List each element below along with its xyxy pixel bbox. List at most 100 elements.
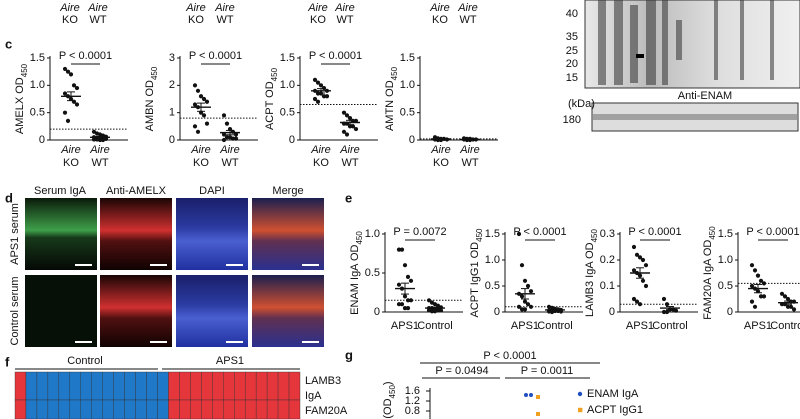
data-point [643, 263, 649, 268]
y-axis-label: AMTN OD450 [384, 66, 399, 131]
data-point [516, 231, 522, 237]
y-tick-label: 1.2 [405, 395, 420, 407]
heatmap-cell [14, 399, 27, 419]
panel-label: f [5, 354, 10, 369]
column-label: Serum IgA [34, 185, 87, 197]
data-point [230, 136, 236, 141]
group-label: Aire [310, 144, 331, 156]
heatmap-cell [201, 371, 213, 401]
data-point [318, 91, 324, 96]
y-tick-label: 0.5 [485, 280, 500, 292]
heatmap-cell [223, 371, 235, 401]
y-axis-label-sub: 450 [390, 66, 399, 80]
category-label: Control [652, 320, 687, 332]
y-tick-label: 2 [169, 79, 175, 91]
heatmap-cell [102, 399, 114, 419]
data-point [661, 296, 667, 302]
category-label: Control [537, 320, 572, 332]
group-label: Aire [459, 144, 480, 156]
category-label: APS1 [391, 320, 419, 332]
heatmap-cell [179, 371, 191, 401]
data-point [785, 304, 791, 309]
data-point [749, 263, 755, 268]
y-tick-label: 0.5 [365, 267, 380, 279]
heatmap-cell [91, 399, 103, 419]
legend-marker [578, 407, 583, 413]
category-label: KO [432, 14, 448, 26]
y-tick-label: 0 [169, 134, 175, 146]
data-point [631, 296, 637, 302]
data-point [640, 278, 646, 283]
heatmap-cell [80, 371, 92, 401]
y-tick-label: 0 [374, 306, 380, 318]
data-point [785, 296, 791, 302]
group-label: Aire [185, 2, 206, 14]
y-tick-label: 1.5 [400, 52, 415, 64]
heatmap-cell [58, 399, 71, 419]
category-label: WT [336, 14, 353, 26]
category-label: WT [461, 157, 478, 169]
y-tick-label: 1.0 [400, 79, 415, 91]
data-point [405, 298, 411, 303]
data-point [637, 255, 643, 260]
data-point [408, 278, 414, 283]
data-point [528, 304, 534, 309]
group-label: APS1 [216, 355, 244, 367]
heatmap-cell [157, 399, 169, 419]
data-point [100, 137, 106, 143]
y-axis-label-main: AMTN OD [384, 80, 396, 131]
data-point [221, 113, 227, 118]
kda-unit: (kDa) [568, 98, 595, 110]
heatmap-cell [223, 399, 235, 419]
data-point [536, 395, 540, 399]
y-axis-label-main: FAM20A IgA OD [702, 240, 714, 320]
y-tick-label: 0 [409, 134, 415, 146]
category-label: WT [89, 14, 106, 26]
heatmap-cell [124, 399, 136, 419]
y-tick-label: 0 [289, 134, 295, 146]
category-label: KO [63, 157, 79, 169]
group-label: Aire [190, 144, 211, 156]
heatmap-cell [234, 399, 246, 419]
data-point [62, 110, 68, 115]
data-point [522, 299, 528, 304]
heatmap-cell [255, 399, 268, 419]
data-point [224, 121, 230, 126]
data-point [350, 124, 356, 129]
data-point [779, 291, 785, 296]
y-tick-label: 1.0 [718, 254, 733, 266]
p-value: P < 0.0001 [628, 226, 681, 238]
category-label: KO [193, 157, 209, 169]
row-label: LAMB3 [305, 375, 341, 387]
y-tick-label: 0.5 [400, 107, 415, 119]
y-tick-label: 1.0 [485, 254, 500, 266]
row-label: Control serum [9, 276, 21, 345]
data-point [637, 302, 643, 307]
data-point [640, 257, 646, 263]
heatmap-cell [135, 371, 147, 401]
data-point [195, 129, 201, 134]
data-point [519, 263, 525, 268]
group-label: Aire [334, 2, 355, 14]
data-point [761, 294, 767, 299]
panel-label: c [5, 36, 12, 51]
group-label: Aire [457, 2, 478, 14]
data-point [62, 91, 68, 96]
data-point [74, 102, 80, 107]
y-tick-label: 1 [169, 107, 175, 119]
data-point [204, 121, 210, 126]
data-point [65, 69, 71, 74]
group-label: Aire [214, 2, 235, 14]
y-tick-label: 0 [494, 306, 500, 318]
p-value: P = 0.0494 [435, 365, 488, 377]
data-point [634, 299, 640, 304]
data-point [432, 309, 438, 314]
y-axis-label: (OD450) [382, 381, 397, 418]
y-axis-label: AMELX OD450 [14, 63, 29, 134]
y-tick-label: 0.1 [600, 280, 615, 292]
y-tick-label: 0.3 [600, 228, 615, 240]
y-tick-label: 1.0 [30, 79, 45, 91]
category-label: Control [417, 320, 452, 332]
y-tick-label: 0 [609, 306, 615, 318]
data-point [312, 96, 318, 102]
